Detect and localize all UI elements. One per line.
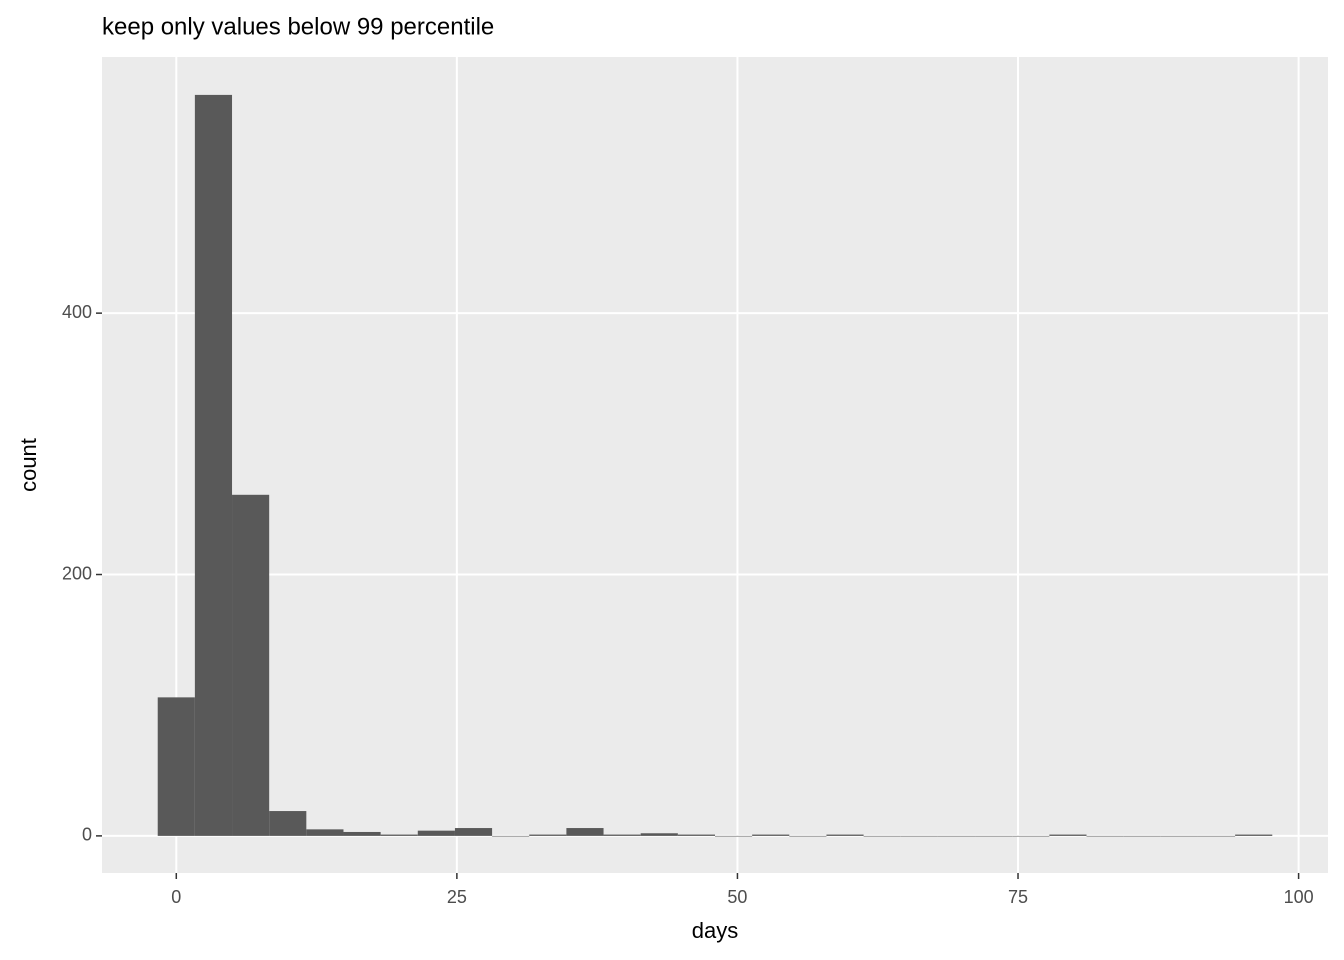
bar <box>194 94 233 836</box>
bar <box>715 835 753 837</box>
x-tick-label: 0 <box>171 887 181 907</box>
bar <box>900 835 938 837</box>
bar <box>826 834 864 836</box>
bar <box>417 830 455 836</box>
bar <box>1012 835 1050 837</box>
bar <box>975 835 1013 837</box>
bar <box>640 833 678 836</box>
x-axis-title: days <box>692 918 738 943</box>
axes: 0 200 400 0 25 50 75 100 <box>62 302 1314 907</box>
bar <box>1123 835 1161 837</box>
marks <box>157 94 1273 837</box>
y-tick-label: 400 <box>62 302 92 322</box>
bar <box>863 835 901 837</box>
y-axis-title: count <box>16 438 41 492</box>
bar <box>380 834 418 836</box>
bar <box>1086 835 1124 837</box>
bar <box>789 835 827 837</box>
chart-title: keep only values below 99 percentile <box>102 13 494 40</box>
bar <box>529 834 567 836</box>
bar <box>937 835 976 837</box>
x-tick-label: 50 <box>727 887 747 907</box>
bar <box>269 811 307 836</box>
bar <box>603 834 641 836</box>
bar <box>343 831 381 836</box>
bar <box>677 834 715 836</box>
bar <box>1160 835 1198 837</box>
panel <box>102 57 1328 873</box>
bar <box>454 828 493 836</box>
bar <box>232 494 270 836</box>
bar <box>492 835 530 837</box>
x-tick-label: 75 <box>1008 887 1028 907</box>
bar <box>566 828 604 836</box>
bar <box>1197 835 1236 837</box>
bar <box>752 834 790 836</box>
bar <box>157 697 195 836</box>
y-tick-label: 200 <box>62 563 92 583</box>
bar <box>306 829 344 836</box>
y-tick-label: 0 <box>82 825 92 845</box>
x-tick-label: 25 <box>447 887 467 907</box>
bar <box>1049 834 1087 836</box>
bar <box>1235 834 1273 836</box>
x-tick-label: 100 <box>1284 887 1314 907</box>
